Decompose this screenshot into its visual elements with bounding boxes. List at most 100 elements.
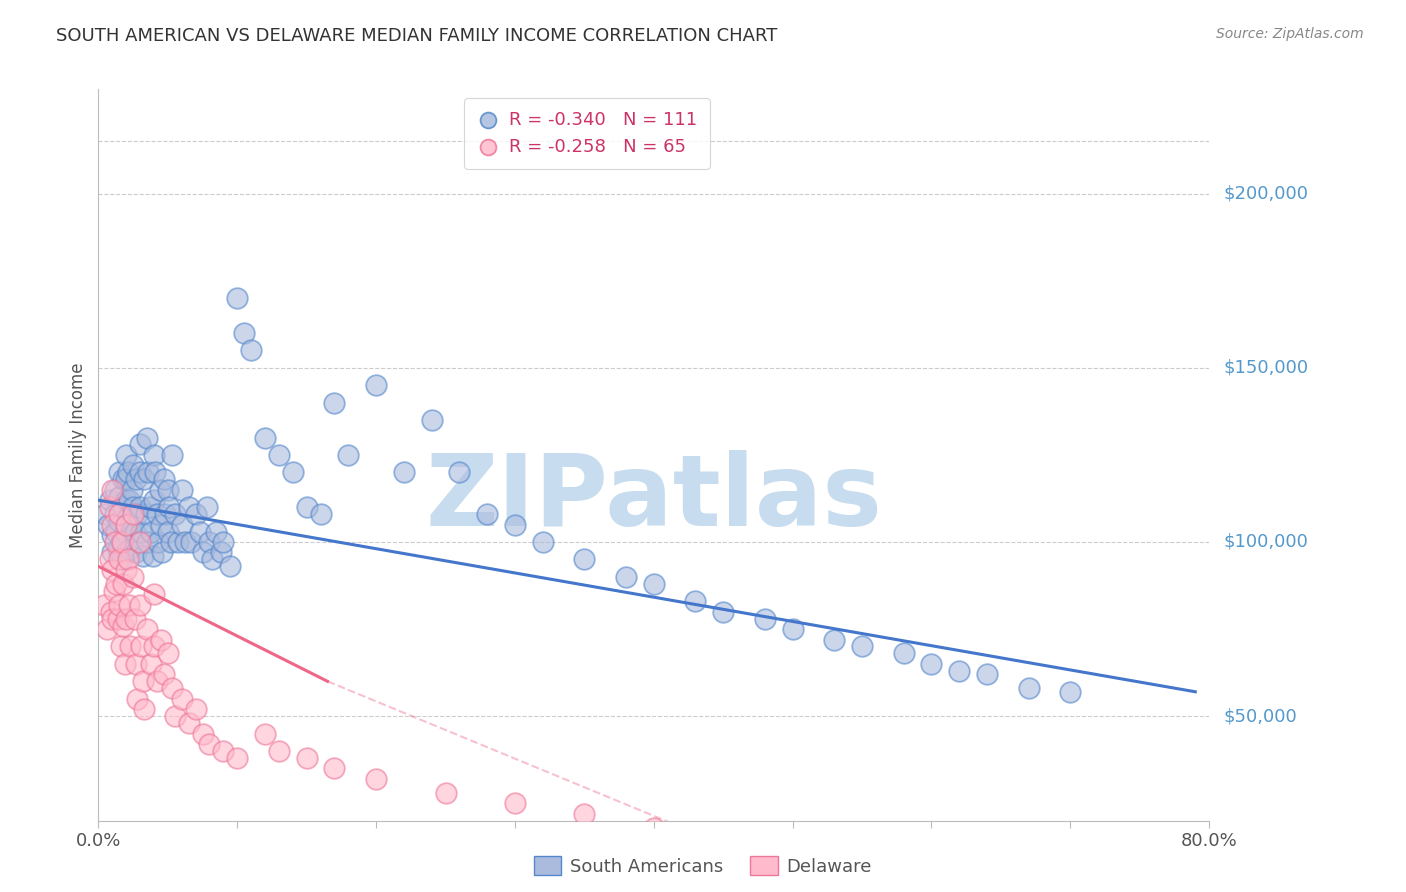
Point [323,395,346,409]
Point [98,500,121,515]
Point [112,576,135,591]
Point [122,507,145,521]
Point [392,466,415,480]
Point [226,291,249,305]
Point [101,528,124,542]
Point [711,605,734,619]
Point [100,605,122,619]
Point [643,576,665,591]
Point [115,612,138,626]
Point [129,598,152,612]
Point [434,786,457,800]
Point [152,667,174,681]
Point [145,674,167,689]
Point [132,674,155,689]
Point [253,726,276,740]
Point [125,545,148,559]
Point [614,570,637,584]
Point [920,657,942,671]
Point [107,612,129,626]
Point [143,493,166,508]
Point [122,458,145,473]
Text: ZIPatlas: ZIPatlas [426,450,882,548]
Point [120,640,142,654]
Point [267,448,290,462]
Point [101,517,124,532]
Point [184,507,207,521]
Point [118,598,141,612]
Point [163,507,186,521]
Point [195,500,218,515]
Point [893,647,915,661]
Point [1018,681,1040,696]
Point [281,466,304,480]
Point [184,702,207,716]
Point [163,709,186,723]
Legend: South Americans, Delaware: South Americans, Delaware [527,849,879,883]
Point [97,517,120,532]
Point [148,483,170,497]
Point [150,545,173,559]
Point [143,448,166,462]
Point [111,535,134,549]
Point [323,761,346,775]
Point [129,437,152,451]
Point [114,524,136,539]
Point [117,552,139,566]
Point [219,559,242,574]
Point [104,535,127,549]
Point [366,378,388,392]
Point [105,576,128,591]
Point [198,737,221,751]
Point [177,500,200,515]
Point [475,507,499,521]
Point [153,507,176,521]
Point [125,657,148,671]
Point [309,507,332,521]
Point [108,507,131,521]
Point [127,691,149,706]
Point [112,472,135,486]
Point [212,535,235,549]
Point [170,483,193,497]
Point [170,691,193,706]
Y-axis label: Median Family Income: Median Family Income [69,362,87,548]
Point [156,483,179,497]
Point [1059,685,1081,699]
Point [134,472,156,486]
Point [201,552,224,566]
Point [143,587,166,601]
Point [128,535,150,549]
Point [125,472,148,486]
Point [295,500,318,515]
Point [253,430,276,444]
Point [503,796,526,810]
Point [948,664,970,678]
Point [111,552,134,566]
Point [152,472,174,486]
Point [134,702,156,716]
Point [574,552,596,566]
Point [115,545,138,559]
Point [108,466,131,480]
Point [149,632,172,647]
Point [420,413,443,427]
Legend: R = -0.340   N = 111, R = -0.258   N = 65: R = -0.340 N = 111, R = -0.258 N = 65 [464,98,710,169]
Point [110,640,132,654]
Point [131,524,153,539]
Point [104,483,127,497]
Point [94,507,117,521]
Point [198,535,221,549]
Point [115,448,138,462]
Point [503,517,526,532]
Point [159,535,181,549]
Point [108,514,131,528]
Point [98,552,121,566]
Point [103,583,125,598]
Point [139,500,162,515]
Point [143,466,166,480]
Point [101,545,124,559]
Point [122,570,145,584]
Point [782,622,804,636]
Point [136,535,159,549]
